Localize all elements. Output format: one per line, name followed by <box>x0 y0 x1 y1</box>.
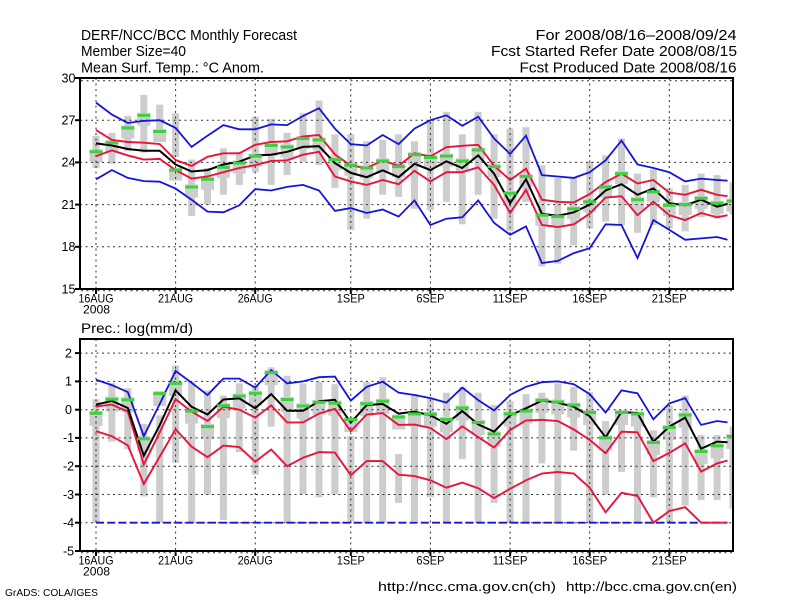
svg-text:Fcst Produced Date 2008/08/16: Fcst Produced Date 2008/08/16 <box>520 60 737 77</box>
svg-text:6SEP: 6SEP <box>416 292 444 306</box>
svg-text:Prec.: log(mm/d): Prec.: log(mm/d) <box>81 320 193 336</box>
svg-text:1SEP: 1SEP <box>337 554 365 568</box>
svg-text:0: 0 <box>65 403 72 417</box>
svg-text:30: 30 <box>62 71 76 85</box>
svg-text:-3: -3 <box>63 488 74 502</box>
svg-text:http://ncc.cma.gov.cn(ch): http://ncc.cma.gov.cn(ch) <box>378 579 556 594</box>
svg-text:21AUG: 21AUG <box>158 292 193 306</box>
svg-text:Fcst Started Refer Date 2008/0: Fcst Started Refer Date 2008/08/15 <box>491 43 737 60</box>
svg-text:21: 21 <box>62 198 76 212</box>
svg-text:6SEP: 6SEP <box>416 554 444 568</box>
svg-text:-4: -4 <box>63 516 74 530</box>
svg-text:21SEP: 21SEP <box>652 554 687 568</box>
svg-text:2: 2 <box>65 346 72 360</box>
svg-text:Member Size=40: Member Size=40 <box>81 43 186 60</box>
svg-text:27: 27 <box>62 114 76 128</box>
svg-text:16SEP: 16SEP <box>572 554 607 568</box>
svg-text:-2: -2 <box>63 460 74 474</box>
svg-text:-5: -5 <box>63 544 74 558</box>
svg-text:http://bcc.cma.gov.cn(en): http://bcc.cma.gov.cn(en) <box>566 579 737 594</box>
svg-text:11SEP: 11SEP <box>493 554 528 568</box>
svg-text:18: 18 <box>62 240 76 254</box>
svg-text:1: 1 <box>65 375 72 389</box>
svg-text:2008: 2008 <box>83 303 110 317</box>
svg-text:24: 24 <box>62 156 76 170</box>
svg-text:11SEP: 11SEP <box>493 292 528 306</box>
svg-text:1SEP: 1SEP <box>337 292 365 306</box>
svg-text:16AUG: 16AUG <box>79 554 114 568</box>
svg-text:21SEP: 21SEP <box>652 292 687 306</box>
svg-text:-1: -1 <box>63 431 74 445</box>
svg-text:Mean Surf. Temp.: °C Anom.: Mean Surf. Temp.: °C Anom. <box>81 60 264 77</box>
svg-text:2008: 2008 <box>83 565 110 579</box>
svg-text:16AUG: 16AUG <box>79 292 114 306</box>
svg-text:For 2008/08/16–2008/09/24: For 2008/08/16–2008/09/24 <box>536 27 737 44</box>
svg-text:DERF/NCC/BCC Monthly Forecast: DERF/NCC/BCC Monthly Forecast <box>81 27 298 44</box>
svg-text:15: 15 <box>62 282 76 296</box>
svg-text:16SEP: 16SEP <box>572 292 607 306</box>
svg-text:26AUG: 26AUG <box>238 554 273 568</box>
svg-text:21AUG: 21AUG <box>158 554 193 568</box>
svg-text:GrADS: COLA/IGES: GrADS: COLA/IGES <box>5 587 98 599</box>
svg-text:26AUG: 26AUG <box>238 292 273 306</box>
